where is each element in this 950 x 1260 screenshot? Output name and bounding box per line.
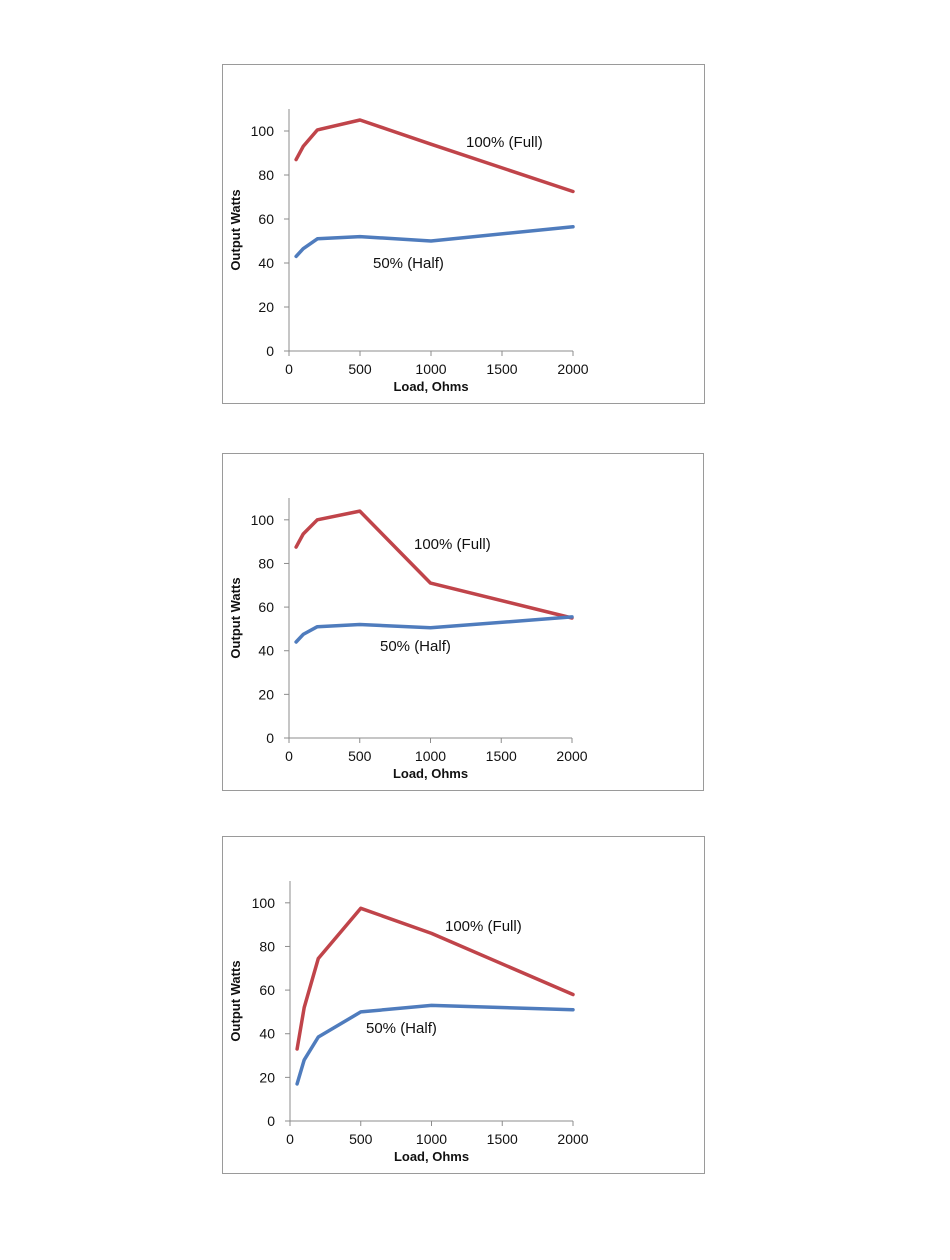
- series-line-half: [294, 615, 574, 644]
- x-tick-label: 1500: [487, 1131, 518, 1147]
- series-label-full: 100% (Full): [466, 134, 543, 151]
- y-axis-title: Output Watts: [228, 189, 243, 270]
- series-line-half: [294, 224, 575, 259]
- series-line-full: [294, 509, 574, 620]
- y-axis-title: Output Watts: [228, 577, 243, 658]
- y-tick-label: 80: [259, 938, 275, 954]
- x-tick-label: 0: [285, 748, 293, 764]
- x-tick-label: 2000: [557, 361, 588, 377]
- y-axis-title: Output Watts: [228, 960, 243, 1041]
- y-tick-label: 60: [258, 599, 274, 615]
- x-tick-label: 500: [349, 1131, 373, 1147]
- y-tick-label: 20: [258, 686, 274, 702]
- y-tick-label: 40: [258, 255, 274, 271]
- x-tick-label: 1000: [415, 748, 446, 764]
- x-axis-title: Load, Ohms: [393, 379, 468, 394]
- chart-panel-2: 0 20 40 60 80 100 0 500 1000 1500 2000 Load, Ohms Ou…: [222, 453, 704, 791]
- x-tick-label: 1000: [416, 1131, 447, 1147]
- series-label-full: 100% (Full): [445, 918, 522, 935]
- series-label-half: 50% (Half): [380, 638, 451, 655]
- x-tick-label: 2000: [557, 1131, 588, 1147]
- x-axis-title: Load, Ohms: [394, 1149, 469, 1164]
- y-tick-label: 60: [258, 211, 274, 227]
- chart-panel-3: 0 20 40 60 80 100 0 500 1000 1500 2000 Load, Ohms Ou…: [222, 836, 705, 1174]
- y-tick-label: 100: [251, 123, 275, 139]
- series-label-full: 100% (Full): [414, 536, 491, 553]
- y-tick-label: 100: [252, 895, 276, 911]
- y-tick-label: 60: [259, 982, 275, 998]
- x-axis-title: Load, Ohms: [393, 766, 468, 781]
- series-line-half: [295, 1003, 575, 1086]
- x-tick-label: 1500: [486, 361, 517, 377]
- y-tick-label: 20: [259, 1069, 275, 1085]
- x-tick-label: 2000: [556, 748, 587, 764]
- y-tick-label: 0: [266, 730, 274, 746]
- x-tick-label: 1500: [486, 748, 517, 764]
- y-tick-label: 0: [267, 1113, 275, 1129]
- y-tick-label: 40: [258, 643, 274, 659]
- series-label-half: 50% (Half): [366, 1020, 437, 1037]
- series-line-full: [295, 906, 575, 1051]
- x-tick-label: 0: [285, 361, 293, 377]
- series-label-half: 50% (Half): [373, 255, 444, 272]
- x-tick-label: 500: [348, 361, 372, 377]
- chart-panel-1: 0 20 40 60 80 100 0 500 1000 1500 2000 Load, Ohms Ou…: [222, 64, 705, 404]
- y-tick-label: 0: [266, 343, 274, 359]
- series-line-full: [294, 118, 575, 194]
- y-tick-label: 100: [251, 512, 275, 528]
- y-tick-label: 20: [258, 299, 274, 315]
- y-tick-label: 80: [258, 555, 274, 571]
- x-tick-label: 1000: [415, 361, 446, 377]
- y-tick-label: 80: [258, 167, 274, 183]
- x-tick-label: 0: [286, 1131, 294, 1147]
- y-tick-label: 40: [259, 1026, 275, 1042]
- x-tick-label: 500: [348, 748, 372, 764]
